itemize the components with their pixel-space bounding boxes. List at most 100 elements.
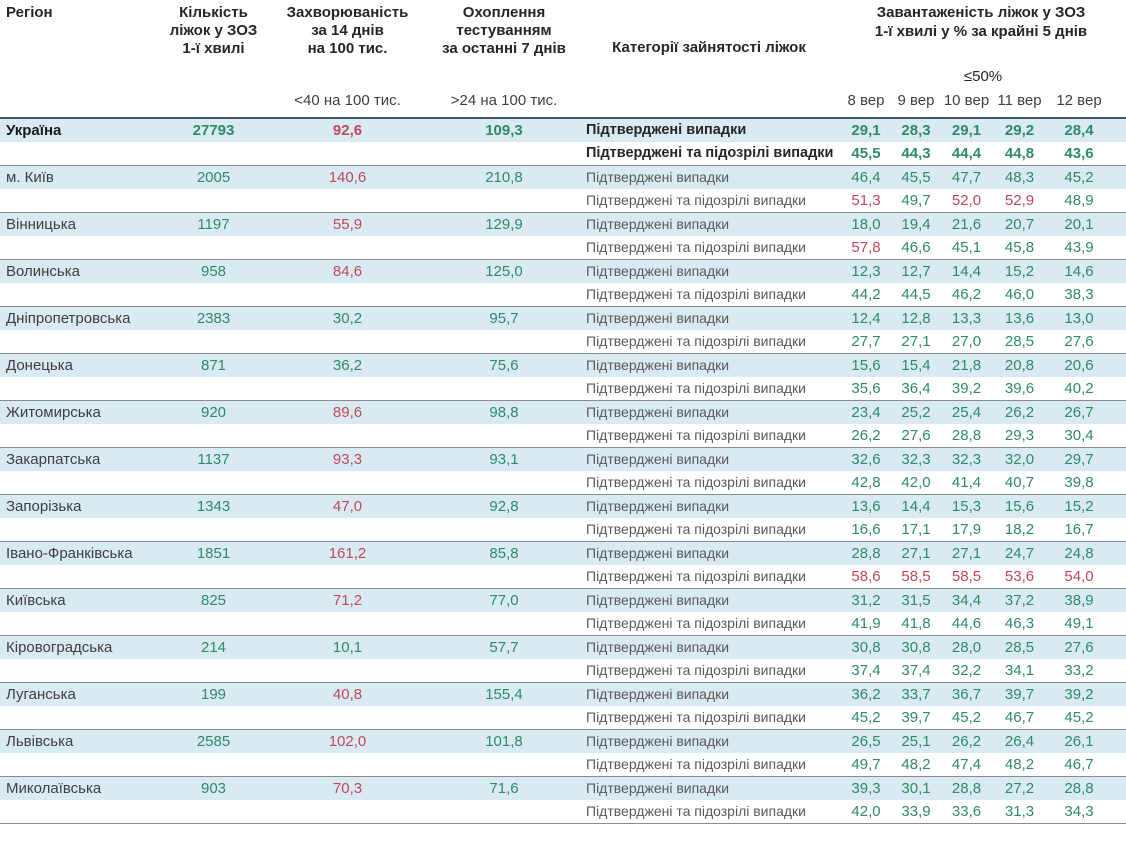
occupancy-suspected-day-2: 44,4 [940, 142, 993, 166]
table-row: Вінницька 1197 55,9 129,9 Підтверджені випад… [0, 212, 1126, 236]
table-row: Підтверджені та підозрілі випадки 27,7 27,… [0, 330, 1126, 354]
incidence-empty [265, 612, 430, 636]
incidence-value: 93,3 [265, 447, 430, 471]
incidence-empty [265, 142, 430, 166]
incidence-value: 71,2 [265, 588, 430, 612]
occupancy-confirmed-day-2: 32,3 [940, 447, 993, 471]
category-label-confirmed: Підтверджені випадки [578, 400, 840, 424]
category-label-suspected: Підтверджені та підозрілі випадки [578, 706, 840, 730]
occupancy-confirmed-day-3: 37,2 [993, 588, 1046, 612]
occupancy-suspected-day-1: 49,7 [892, 189, 940, 213]
testing-value: 85,8 [430, 541, 578, 565]
testing-value: 101,8 [430, 729, 578, 753]
occupancy-confirmed-day-1: 12,8 [892, 306, 940, 330]
occupancy-confirmed-day-4: 24,8 [1046, 541, 1126, 565]
incidence-value: 161,2 [265, 541, 430, 565]
region-name: Кіровоградська [0, 635, 162, 659]
occupancy-suspected-day-2: 46,2 [940, 283, 993, 307]
occupancy-suspected-day-1: 48,2 [892, 753, 940, 777]
testing-value: 98,8 [430, 400, 578, 424]
region-empty [0, 753, 162, 777]
occupancy-confirmed-day-2: 21,8 [940, 353, 993, 377]
testing-value: 92,8 [430, 494, 578, 518]
occupancy-confirmed-day-2: 28,0 [940, 635, 993, 659]
incidence-value: 92,6 [265, 117, 430, 142]
occupancy-suspected-day-4: 38,3 [1046, 283, 1126, 307]
occupancy-suspected-day-4: 49,1 [1046, 612, 1126, 636]
testing-empty [430, 424, 578, 448]
occupancy-confirmed-day-0: 23,4 [840, 400, 892, 424]
testing-empty [430, 706, 578, 730]
beds-value: 214 [162, 635, 265, 659]
testing-empty [430, 518, 578, 542]
category-label-suspected: Підтверджені та підозрілі випадки [578, 612, 840, 636]
occupancy-suspected-day-4: 54,0 [1046, 565, 1126, 589]
occupancy-suspected-day-3: 40,7 [993, 471, 1046, 495]
occupancy-confirmed-day-3: 26,4 [993, 729, 1046, 753]
occupancy-confirmed-day-3: 13,6 [993, 306, 1046, 330]
header-beds: Кількість ліжок у ЗОЗ 1-ї хвилі [169, 4, 258, 57]
occupancy-confirmed-day-1: 25,2 [892, 400, 940, 424]
occupancy-confirmed-day-0: 39,3 [840, 776, 892, 800]
occupancy-confirmed-day-4: 26,7 [1046, 400, 1126, 424]
occupancy-suspected-day-3: 52,9 [993, 189, 1046, 213]
occupancy-confirmed-day-2: 25,4 [940, 400, 993, 424]
occupancy-suspected-day-0: 58,6 [840, 565, 892, 589]
incidence-value: 47,0 [265, 494, 430, 518]
occupancy-suspected-day-3: 46,3 [993, 612, 1046, 636]
category-label-confirmed: Підтверджені випадки [578, 117, 840, 142]
occupancy-confirmed-day-4: 13,0 [1046, 306, 1126, 330]
occupancy-suspected-day-0: 35,6 [840, 377, 892, 401]
occupancy-confirmed-day-3: 39,7 [993, 682, 1046, 706]
testing-empty [430, 330, 578, 354]
table-row: Підтверджені та підозрілі випадки 26,2 27,… [0, 424, 1126, 448]
occupancy-confirmed-day-4: 38,9 [1046, 588, 1126, 612]
occupancy-suspected-day-4: 43,9 [1046, 236, 1126, 260]
testing-value: 155,4 [430, 682, 578, 706]
occupancy-suspected-day-3: 28,5 [993, 330, 1046, 354]
category-label-suspected: Підтверджені та підозрілі випадки [578, 659, 840, 683]
occupancy-suspected-day-3: 31,3 [993, 800, 1046, 824]
beds-value: 2005 [162, 165, 265, 189]
occupancy-confirmed-day-1: 12,7 [892, 259, 940, 283]
day-header-3: 11 вер [997, 92, 1042, 109]
beds-empty [162, 377, 265, 401]
occupancy-confirmed-day-2: 14,4 [940, 259, 993, 283]
beds-value: 920 [162, 400, 265, 424]
occupancy-suspected-day-1: 36,4 [892, 377, 940, 401]
occupancy-suspected-day-0: 45,5 [840, 142, 892, 166]
table-row: Волинська 958 84,6 125,0 Підтверджені випадк… [0, 259, 1126, 283]
category-label-suspected: Підтверджені та підозрілі випадки [578, 471, 840, 495]
beds-empty [162, 800, 265, 824]
occupancy-confirmed-day-0: 28,8 [840, 541, 892, 565]
testing-empty [430, 377, 578, 401]
table-row: Підтверджені та підозрілі випадки 42,0 33,… [0, 800, 1126, 824]
occupancy-confirmed-day-1: 27,1 [892, 541, 940, 565]
beds-empty [162, 518, 265, 542]
region-name: Київська [0, 588, 162, 612]
category-label-confirmed: Підтверджені випадки [578, 165, 840, 189]
region-empty [0, 330, 162, 354]
incidence-empty [265, 565, 430, 589]
testing-empty [430, 283, 578, 307]
occupancy-suspected-day-1: 27,1 [892, 330, 940, 354]
beds-empty [162, 283, 265, 307]
beds-value: 27793 [162, 117, 265, 142]
incidence-value: 140,6 [265, 165, 430, 189]
occupancy-confirmed-day-3: 48,3 [993, 165, 1046, 189]
incidence-value: 36,2 [265, 353, 430, 377]
category-label-confirmed: Підтверджені випадки [578, 635, 840, 659]
beds-value: 1343 [162, 494, 265, 518]
region-name: Закарпатська [0, 447, 162, 471]
beds-value: 1197 [162, 212, 265, 236]
incidence-value: 102,0 [265, 729, 430, 753]
occupancy-confirmed-day-0: 36,2 [840, 682, 892, 706]
occupancy-suspected-day-3: 44,8 [993, 142, 1046, 166]
beds-empty [162, 142, 265, 166]
testing-empty [430, 189, 578, 213]
region-name: Львівська [0, 729, 162, 753]
testing-value: 57,7 [430, 635, 578, 659]
occupancy-threshold: ≤50% [963, 68, 1003, 85]
region-empty [0, 189, 162, 213]
category-label-confirmed: Підтверджені випадки [578, 776, 840, 800]
